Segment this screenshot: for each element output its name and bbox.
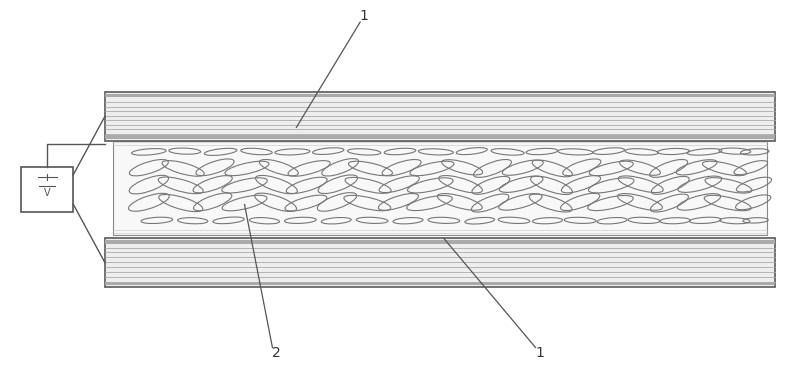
Bar <box>22 167 73 212</box>
Bar <box>105 94 774 97</box>
Bar <box>113 141 766 235</box>
Bar <box>105 282 774 285</box>
Bar <box>105 240 774 244</box>
Text: 2: 2 <box>272 346 281 360</box>
Bar <box>105 135 774 139</box>
Text: 1: 1 <box>535 346 544 360</box>
Bar <box>105 238 774 287</box>
Bar <box>105 92 774 141</box>
Text: V: V <box>44 188 50 198</box>
Text: 1: 1 <box>360 9 369 23</box>
